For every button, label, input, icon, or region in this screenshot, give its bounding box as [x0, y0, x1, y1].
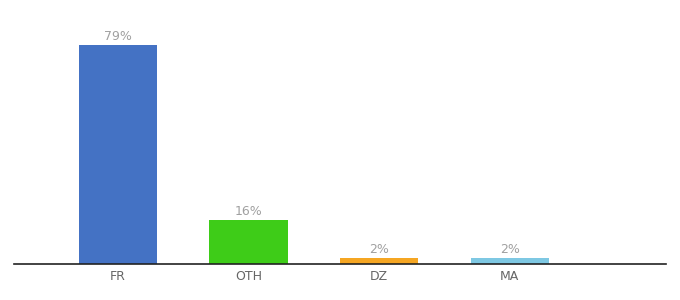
Text: 16%: 16% [235, 205, 262, 218]
Bar [471, 259, 549, 264]
Text: 2%: 2% [369, 243, 389, 256]
Text: 79%: 79% [104, 30, 132, 43]
Bar [79, 45, 157, 264]
Text: 2%: 2% [500, 243, 520, 256]
Bar [209, 220, 288, 264]
Bar [340, 259, 418, 264]
